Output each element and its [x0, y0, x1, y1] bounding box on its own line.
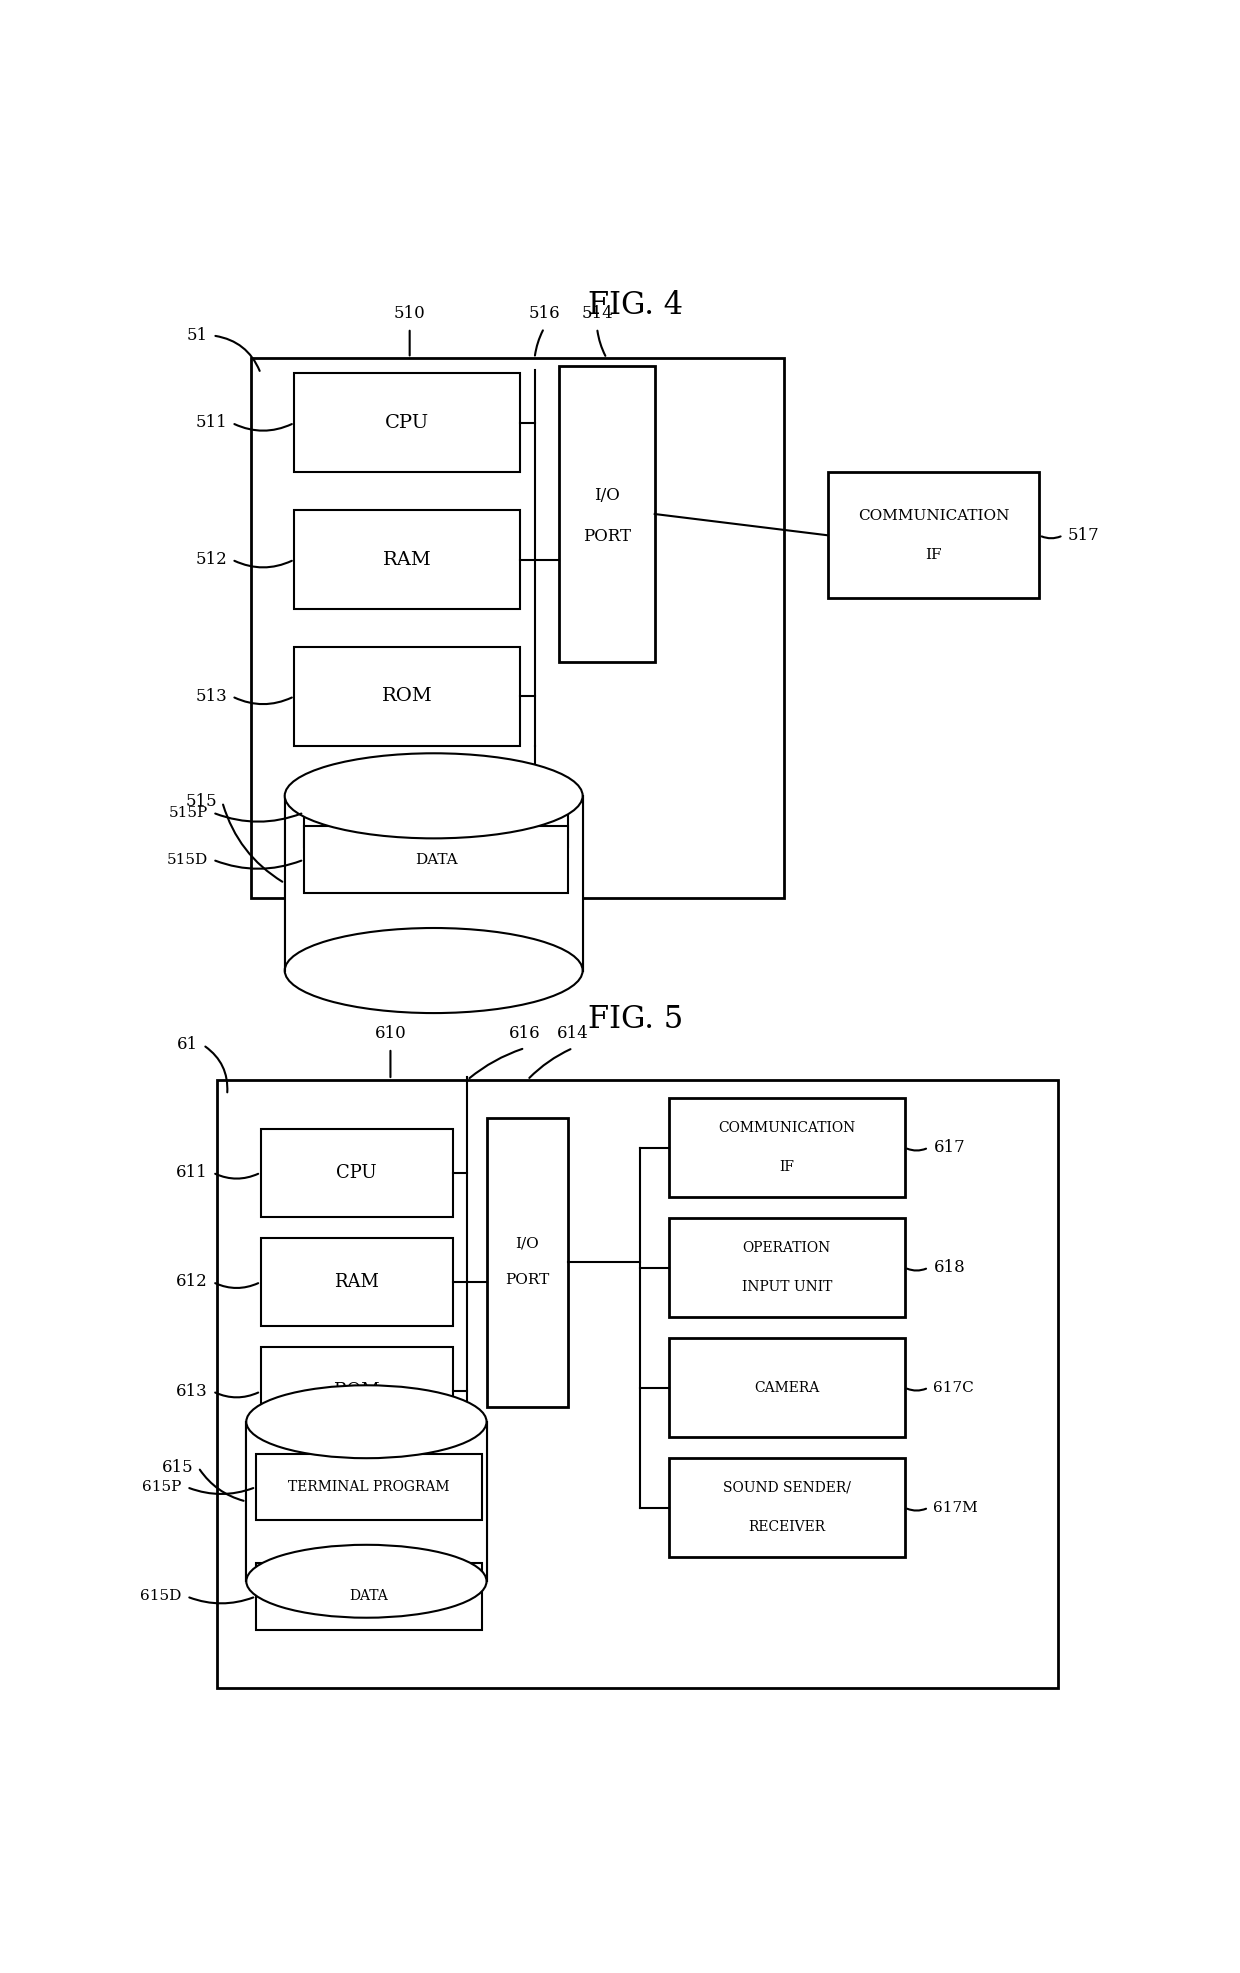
Ellipse shape: [247, 1385, 486, 1458]
Bar: [304, 827, 568, 894]
Text: 612: 612: [176, 1273, 208, 1290]
Text: TERMINAL PROGRAM: TERMINAL PROGRAM: [288, 1480, 450, 1494]
Text: DATA: DATA: [414, 852, 458, 866]
Bar: [255, 1563, 481, 1630]
Bar: [247, 1423, 486, 1580]
Text: OPERATION: OPERATION: [743, 1241, 831, 1255]
Text: 615P: 615P: [141, 1480, 181, 1494]
Bar: [255, 1454, 481, 1521]
Text: 510: 510: [394, 306, 425, 322]
Text: 613: 613: [176, 1383, 208, 1401]
Bar: [260, 1237, 453, 1326]
Bar: [670, 1458, 904, 1557]
Text: PORT: PORT: [583, 529, 631, 545]
Text: 51: 51: [187, 328, 208, 343]
Bar: [285, 795, 583, 971]
Text: 617C: 617C: [934, 1381, 975, 1395]
Text: PORT: PORT: [505, 1273, 549, 1288]
Text: DATA: DATA: [350, 1590, 388, 1604]
Bar: [670, 1338, 904, 1436]
Bar: [670, 1099, 904, 1198]
Text: 618: 618: [934, 1259, 965, 1277]
Text: 515D: 515D: [166, 852, 208, 866]
Ellipse shape: [285, 754, 583, 839]
Bar: [217, 1079, 1058, 1687]
Text: 615D: 615D: [140, 1590, 181, 1604]
Text: INPUT UNIT: INPUT UNIT: [742, 1280, 832, 1294]
Text: I/O: I/O: [594, 487, 620, 505]
Text: 611: 611: [176, 1164, 208, 1182]
Bar: [558, 365, 655, 663]
Text: CPU: CPU: [386, 414, 429, 432]
Text: 514: 514: [582, 306, 613, 322]
Text: IF: IF: [780, 1160, 795, 1174]
Text: SITE PROGRAM: SITE PROGRAM: [372, 805, 500, 819]
Bar: [304, 777, 568, 848]
Text: FIG. 4: FIG. 4: [588, 290, 683, 322]
Text: I/O: I/O: [516, 1237, 539, 1251]
Text: 513: 513: [196, 689, 227, 704]
Text: 615: 615: [161, 1458, 193, 1476]
Text: 512: 512: [196, 550, 227, 568]
Text: CAMERA: CAMERA: [754, 1381, 820, 1395]
Text: RECEIVER: RECEIVER: [748, 1521, 826, 1535]
Text: 617: 617: [934, 1138, 965, 1156]
Text: COMMUNICATION: COMMUNICATION: [858, 509, 1009, 523]
Text: RAM: RAM: [383, 550, 432, 568]
Text: IF: IF: [925, 548, 941, 562]
Text: 61: 61: [177, 1036, 198, 1054]
Bar: [486, 1119, 568, 1407]
Bar: [670, 1217, 904, 1316]
Text: COMMUNICATION: COMMUNICATION: [718, 1121, 856, 1134]
Text: 515P: 515P: [169, 805, 208, 819]
Text: ROM: ROM: [334, 1383, 381, 1401]
Text: 610: 610: [374, 1024, 407, 1042]
Text: FIG. 5: FIG. 5: [588, 1004, 683, 1036]
Bar: [260, 1348, 453, 1436]
Text: RAM: RAM: [335, 1273, 379, 1290]
Bar: [294, 647, 521, 746]
Text: SOUND SENDER/: SOUND SENDER/: [723, 1482, 851, 1496]
Text: 511: 511: [196, 414, 227, 432]
Text: 616: 616: [510, 1024, 541, 1042]
Text: 515: 515: [186, 793, 217, 811]
Text: 516: 516: [528, 306, 560, 322]
Bar: [294, 373, 521, 472]
Ellipse shape: [285, 927, 583, 1012]
Bar: [828, 472, 1039, 598]
Text: 517: 517: [1068, 527, 1100, 545]
Text: 617M: 617M: [934, 1501, 978, 1515]
Bar: [260, 1129, 453, 1217]
Bar: [294, 511, 521, 610]
Bar: [250, 359, 785, 898]
Text: ROM: ROM: [382, 687, 433, 704]
Text: CPU: CPU: [336, 1164, 377, 1182]
Text: 614: 614: [557, 1024, 589, 1042]
Ellipse shape: [247, 1545, 486, 1618]
